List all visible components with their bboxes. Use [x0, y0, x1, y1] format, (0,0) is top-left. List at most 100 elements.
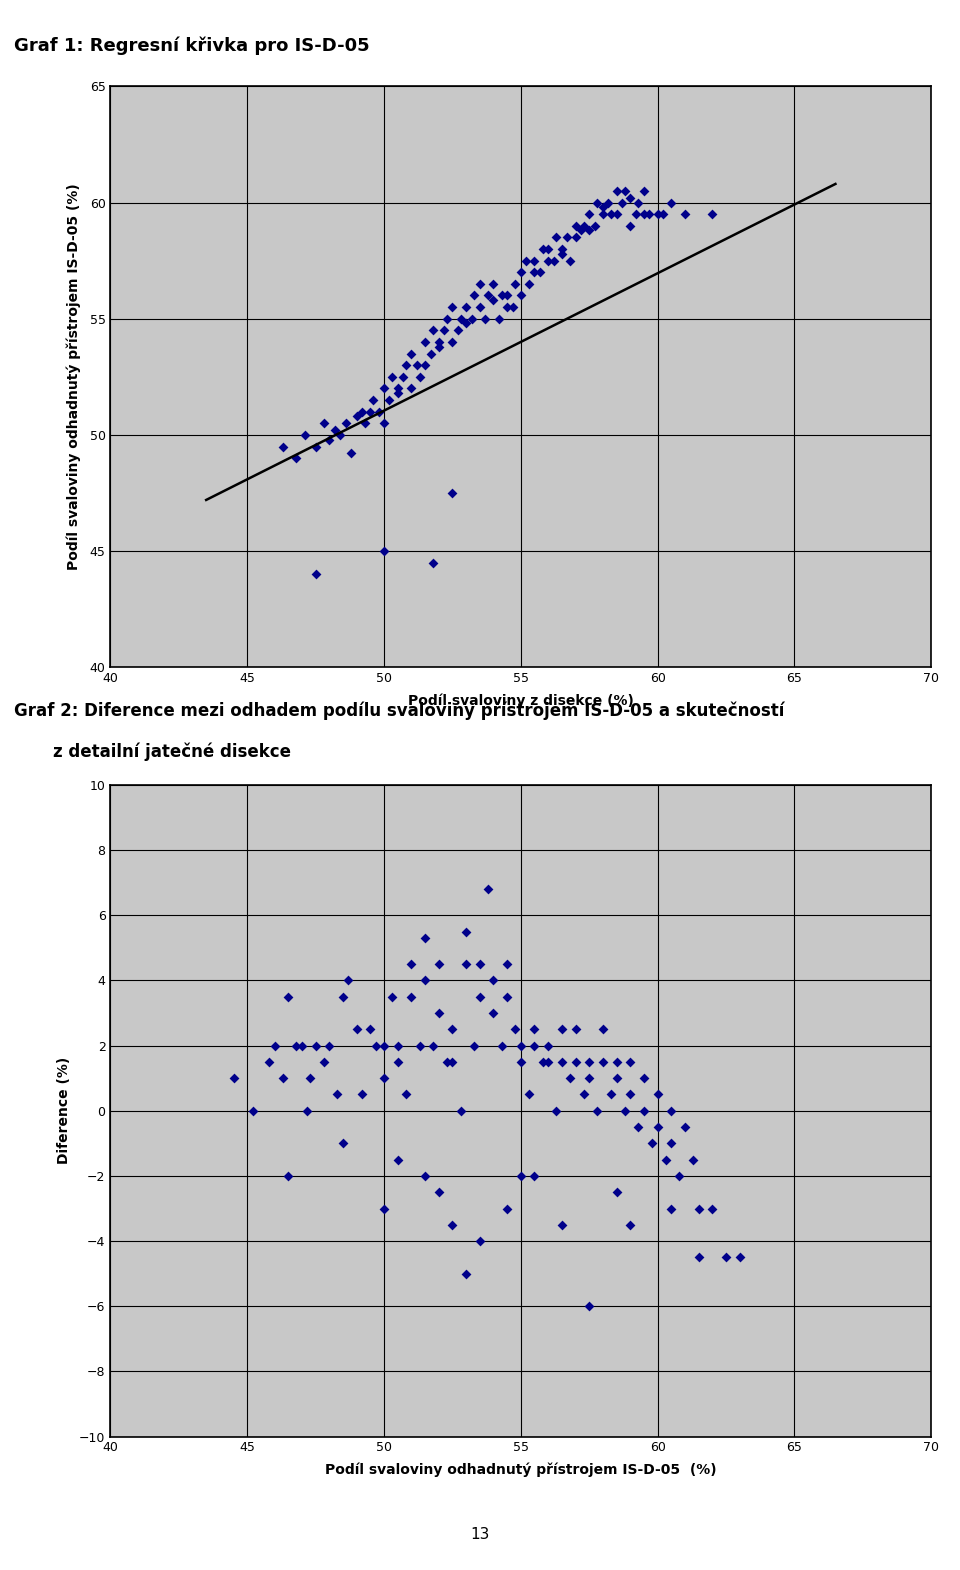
- Point: [546, 248, 562, 273]
- Point: [472, 951, 488, 977]
- Point: [514, 283, 529, 308]
- Point: [376, 539, 392, 564]
- Point: [316, 411, 331, 436]
- Point: [450, 317, 466, 342]
- Point: [650, 1115, 665, 1140]
- Point: [659, 1148, 674, 1173]
- Point: [437, 317, 452, 342]
- Point: [418, 330, 433, 355]
- Point: [376, 411, 392, 436]
- Point: [335, 984, 350, 1010]
- Point: [609, 1049, 624, 1074]
- Point: [540, 248, 556, 273]
- Point: [425, 317, 441, 342]
- Point: [532, 259, 547, 284]
- Point: [582, 1066, 597, 1091]
- Point: [308, 562, 324, 587]
- Point: [514, 1033, 529, 1058]
- Point: [595, 1017, 611, 1042]
- Point: [705, 201, 720, 226]
- Point: [308, 1033, 324, 1058]
- Point: [609, 1066, 624, 1091]
- Point: [527, 1163, 542, 1188]
- Point: [623, 185, 638, 210]
- Point: [631, 190, 646, 215]
- Point: [302, 1066, 318, 1091]
- X-axis label: Podíl svaloviny z disekce (%): Podíl svaloviny z disekce (%): [408, 694, 634, 708]
- Point: [382, 388, 397, 413]
- Point: [508, 1017, 523, 1042]
- Point: [226, 1066, 241, 1091]
- Point: [560, 225, 575, 250]
- Point: [644, 1130, 660, 1156]
- Point: [403, 341, 419, 366]
- Point: [409, 353, 424, 378]
- Point: [595, 1049, 611, 1074]
- Point: [604, 1082, 619, 1107]
- Point: [472, 272, 488, 297]
- Point: [341, 967, 356, 992]
- Point: [554, 1049, 569, 1074]
- Point: [576, 1082, 591, 1107]
- Point: [276, 433, 291, 458]
- Text: Graf 2: Diference mezi odhadem podílu svaloviny přístrojem IS-D-05 a skutečností: Graf 2: Diference mezi odhadem podílu sv…: [14, 702, 784, 721]
- Point: [508, 272, 523, 297]
- Point: [582, 201, 597, 226]
- Text: Graf 1: Regresní křivka pro IS-D-05: Graf 1: Regresní křivka pro IS-D-05: [14, 36, 370, 55]
- Point: [527, 248, 542, 273]
- Point: [527, 259, 542, 284]
- Point: [604, 201, 619, 226]
- Point: [582, 218, 597, 243]
- Point: [376, 1033, 392, 1058]
- Point: [295, 1033, 310, 1058]
- Point: [672, 1163, 687, 1188]
- Point: [412, 364, 427, 389]
- Point: [514, 259, 529, 284]
- Point: [663, 1099, 679, 1124]
- Point: [366, 388, 381, 413]
- Point: [540, 1033, 556, 1058]
- Point: [357, 411, 372, 436]
- Point: [322, 1033, 337, 1058]
- Point: [480, 876, 495, 901]
- Point: [549, 1099, 564, 1124]
- Point: [609, 179, 624, 204]
- Point: [656, 201, 671, 226]
- Y-axis label: Podíl svaloviny odhadnutý přístrojem IS-D-05 (%): Podíl svaloviny odhadnutý přístrojem IS-…: [66, 184, 82, 570]
- Point: [614, 190, 630, 215]
- Point: [322, 427, 337, 452]
- Point: [444, 330, 460, 355]
- Point: [494, 1033, 510, 1058]
- Point: [486, 967, 501, 992]
- Point: [499, 984, 515, 1010]
- Point: [344, 441, 359, 466]
- Point: [363, 1017, 378, 1042]
- Point: [444, 295, 460, 320]
- Point: [631, 1115, 646, 1140]
- Point: [459, 311, 474, 336]
- Point: [494, 283, 510, 308]
- Point: [376, 1066, 392, 1091]
- Point: [403, 984, 419, 1010]
- Point: [280, 1163, 296, 1188]
- Point: [641, 201, 657, 226]
- Point: [444, 1017, 460, 1042]
- Point: [330, 1082, 346, 1107]
- Point: [514, 1163, 529, 1188]
- Point: [385, 364, 400, 389]
- Point: [280, 984, 296, 1010]
- Point: [486, 1000, 501, 1025]
- Point: [418, 926, 433, 951]
- Point: [601, 190, 616, 215]
- Point: [418, 967, 433, 992]
- Point: [568, 1017, 584, 1042]
- Point: [514, 1049, 529, 1074]
- Point: [444, 480, 460, 506]
- Point: [527, 1017, 542, 1042]
- Point: [568, 1049, 584, 1074]
- Point: [486, 287, 501, 312]
- Point: [573, 218, 588, 243]
- Point: [636, 179, 652, 204]
- Text: 13: 13: [470, 1526, 490, 1542]
- Point: [308, 433, 324, 458]
